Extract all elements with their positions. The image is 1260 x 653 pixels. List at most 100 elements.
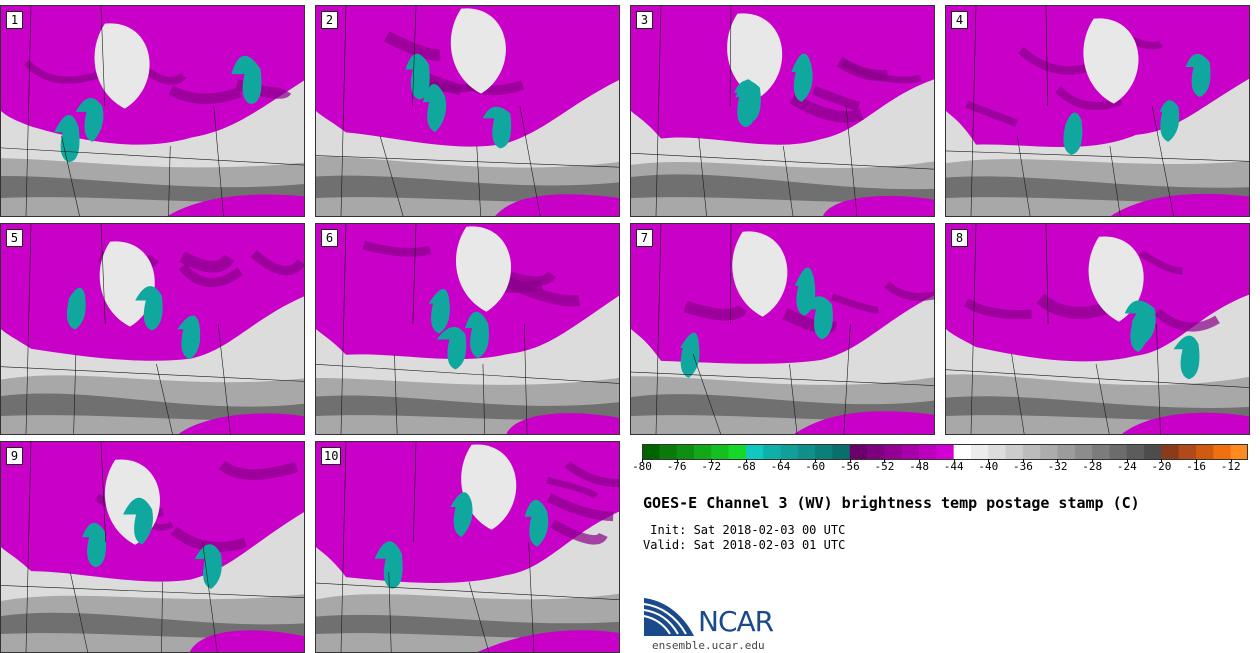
- dry-slot: [455, 226, 512, 312]
- boundary-line: [482, 363, 486, 434]
- colorbar-tick: -60: [805, 459, 826, 473]
- member-label: 4: [951, 11, 968, 29]
- colorbar-swatch: [936, 444, 955, 460]
- site-url: ensemble.ucar.edu: [652, 639, 765, 652]
- colorbar-swatch: [867, 444, 885, 460]
- boundary-line: [156, 363, 173, 434]
- colorbar-swatch: [901, 444, 920, 460]
- moisture-streak: [840, 59, 922, 84]
- page-title: GOES-E Channel 3 (WV) brightness temp po…: [643, 494, 1140, 512]
- dark-band: [316, 395, 619, 421]
- boundary-line: [394, 353, 398, 434]
- colorbar-swatch: [815, 444, 833, 460]
- member-label: 10: [321, 447, 342, 465]
- dry-slot: [727, 13, 783, 99]
- boundary-line: [1, 366, 304, 382]
- member-panel-3: 3: [630, 5, 935, 217]
- colorbar-swatch: [780, 444, 799, 460]
- valid-time: Valid: Sat 2018-02-03 01 UTC: [643, 538, 846, 552]
- boundary-line: [845, 105, 858, 216]
- boundary-line: [61, 135, 80, 216]
- cold-cloud-top: [405, 53, 430, 100]
- boundary-line: [476, 145, 482, 216]
- colorbar-tick: -24: [1116, 459, 1137, 473]
- dark-band: [946, 396, 1249, 421]
- moisture-streak: [546, 477, 599, 499]
- moisture-streak: [546, 493, 614, 522]
- boundary-line: [631, 371, 934, 386]
- dry-slot: [1083, 18, 1139, 104]
- colorbar-swatch: [763, 444, 782, 460]
- cold-cloud-top: [81, 522, 106, 568]
- moisture-streak: [504, 276, 580, 307]
- colorbar-swatch: [849, 444, 868, 460]
- member-panel-6: 6: [315, 223, 620, 435]
- moisture-streak: [884, 281, 934, 301]
- colorbar-swatch: [988, 444, 1007, 460]
- member-label: 9: [6, 447, 23, 465]
- moisture-streak: [811, 85, 861, 112]
- cold-cloud-top: [194, 544, 222, 590]
- moisture-streak: [550, 519, 608, 545]
- cold-cloud-top: [482, 106, 512, 149]
- boundary-line: [69, 571, 89, 652]
- member-panel-2: 2: [315, 5, 620, 217]
- boundary-line: [523, 323, 528, 434]
- member-label: 2: [321, 11, 338, 29]
- moisture-streak: [178, 263, 243, 288]
- boundary-line: [1045, 6, 1048, 107]
- moisture-streak: [24, 59, 105, 84]
- boundary-line: [1016, 135, 1031, 216]
- colorbar-swatch: [884, 444, 903, 460]
- boundary-line: [73, 353, 77, 434]
- boundary-line: [25, 442, 32, 652]
- dark-band: [1, 176, 304, 203]
- boundary-line: [843, 323, 851, 434]
- cold-cloud-top: [66, 287, 86, 330]
- colorbar-tick-labels: -80 -76 -72 -68 -64 -60 -56 -52 -48 -44 -40 -36 -32-…: [632, 459, 1248, 480]
- moisture-streak: [830, 293, 879, 314]
- colorbar-swatch: [1092, 444, 1110, 460]
- moisture-patch: [167, 194, 304, 216]
- boundary-line: [412, 224, 417, 325]
- member-panel-8: 8: [945, 223, 1250, 435]
- moisture-patch: [794, 411, 934, 434]
- colorbar-tick: -76: [666, 459, 687, 473]
- boundary-line: [217, 323, 231, 434]
- cold-cloud-top: [1130, 306, 1150, 353]
- colorbar-tick: -40: [978, 459, 999, 473]
- boundary-line: [340, 6, 347, 216]
- boundary-line: [970, 224, 977, 434]
- colorbar-tick: -32: [1047, 459, 1068, 473]
- cold-cloud-top: [1173, 335, 1200, 380]
- moisture-streak: [218, 460, 299, 480]
- cold-cloud-top: [436, 326, 467, 370]
- dry-slot: [732, 231, 788, 317]
- cold-cloud-top: [805, 296, 833, 340]
- colorbar-tick: -12: [1220, 459, 1241, 473]
- boundary-line: [655, 6, 662, 216]
- moisture-streak: [965, 100, 1018, 127]
- colorbar-swatch: [1005, 444, 1024, 460]
- member-panel-5: 5: [0, 223, 305, 435]
- colorbar-tick: -68: [735, 459, 756, 473]
- moisture-streak: [250, 250, 304, 276]
- cold-cloud-top: [1185, 53, 1211, 97]
- moisture-streak: [564, 461, 619, 488]
- cold-cloud-top: [680, 332, 700, 378]
- boundary-line: [25, 224, 32, 434]
- dark-band: [316, 175, 619, 203]
- init-time: Init: Sat 2018-02-03 00 UTC: [643, 523, 846, 537]
- boundary-line: [1109, 145, 1121, 216]
- cold-cloud-top: [123, 497, 153, 545]
- moisture-streak: [1036, 293, 1110, 319]
- moisture-patch: [189, 630, 304, 652]
- moisture-streak: [789, 93, 864, 123]
- boundary-line: [412, 6, 417, 107]
- cold-cloud-top: [135, 286, 163, 331]
- member-panel-4: 4: [945, 5, 1250, 217]
- boundary-line: [468, 581, 490, 652]
- cold-cloud-top: [524, 499, 549, 547]
- moisture-patch: [822, 195, 934, 216]
- boundary-line: [388, 571, 392, 652]
